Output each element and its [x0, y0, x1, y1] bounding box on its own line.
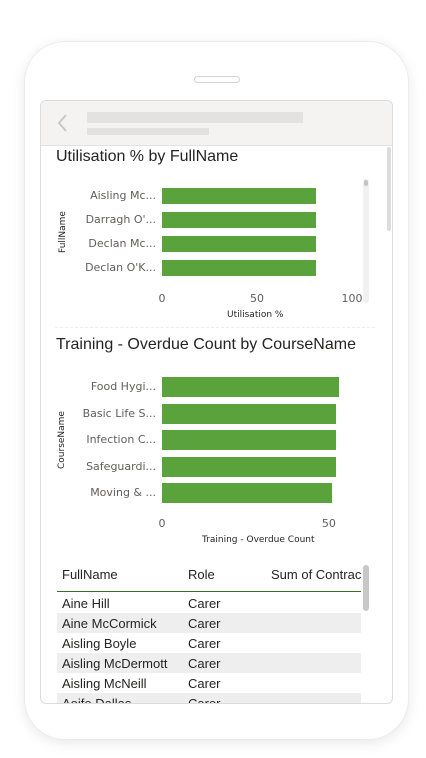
chart-scroll-thumb[interactable]	[364, 180, 368, 186]
training-y-axis-label: CourseName	[57, 411, 67, 469]
table-row[interactable]: Aisling Boyle Carer	[57, 633, 361, 653]
table-row[interactable]: Aoife Dallas Carer	[57, 693, 361, 704]
training-category-label: Safeguardi...	[86, 459, 156, 473]
utilisation-category-label: Declan O'K...	[85, 261, 156, 274]
utilisation-x-tick-label: 0	[158, 292, 166, 305]
top-bar	[41, 101, 392, 146]
utilisation-y-axis-label: FullName	[58, 211, 68, 253]
training-bar[interactable]	[162, 483, 333, 503]
cell-fullname: Aine McCormick	[62, 616, 157, 631]
cell-fullname: Aine Hill	[62, 596, 110, 611]
column-header-role[interactable]: Role	[188, 567, 215, 582]
utilisation-bar[interactable]	[162, 212, 316, 228]
utilisation-bar[interactable]	[162, 236, 316, 252]
training-bar[interactable]	[162, 430, 336, 450]
section-divider	[55, 327, 375, 328]
training-bar[interactable]	[162, 377, 339, 397]
utilisation-bar[interactable]	[162, 188, 316, 204]
cell-role: Carer	[188, 696, 221, 704]
cell-fullname: Aisling Boyle	[62, 636, 137, 651]
table-row[interactable]: Aine Hill Carer	[57, 593, 361, 613]
utilisation-x-tick-label: 50	[250, 292, 264, 305]
report-subtitle-placeholder	[87, 128, 209, 135]
utilisation-bar[interactable]	[162, 260, 316, 276]
cell-role: Carer	[188, 676, 221, 691]
table-row[interactable]: Aisling McDermott Carer	[57, 653, 361, 673]
header-rule	[57, 591, 361, 592]
column-header-sum-of-contract[interactable]: Sum of Contrac	[271, 567, 361, 582]
utilisation-category-label: Aisling Mc...	[90, 189, 156, 202]
utilisation-x-tick-label: 100	[341, 292, 363, 305]
cell-fullname: Aoife Dallas	[62, 696, 132, 704]
column-header-fullname[interactable]: FullName	[62, 567, 118, 582]
utilisation-x-axis-label: Utilisation %	[227, 310, 284, 320]
training-category-label: Basic Life S...	[82, 406, 156, 420]
utilisation-chart-title: Utilisation % by FullName	[56, 148, 239, 165]
cell-role: Carer	[188, 636, 221, 651]
page-scrollbar[interactable]	[387, 147, 391, 231]
utilisation-category-label: Declan Mc...	[88, 237, 156, 250]
table-scrollbar[interactable]	[363, 565, 369, 611]
speaker-slot	[194, 76, 240, 83]
report-screen: Utilisation % by FullName FullName Utili…	[40, 100, 393, 704]
training-category-label: Infection C...	[86, 433, 156, 446]
table-row[interactable]: Aine McCormick Carer	[57, 613, 361, 633]
staff-table: FullName Role Sum of Contrac Aine Hill C…	[57, 561, 361, 704]
cell-fullname: Aisling McDermott	[62, 656, 168, 671]
training-x-tick-label: 50	[321, 517, 336, 530]
chevron-left-icon[interactable]	[55, 113, 71, 133]
training-category-label: Food Hygi...	[90, 380, 156, 393]
training-bar[interactable]	[162, 403, 336, 424]
training-x-axis-label: Training - Overdue Count	[202, 535, 315, 545]
cell-role: Carer	[188, 616, 221, 631]
cell-fullname: Aisling McNeill	[62, 676, 147, 691]
cell-role: Carer	[188, 596, 221, 611]
report-title-placeholder	[87, 112, 303, 123]
utilisation-category-label: Darragh O'...	[85, 213, 156, 226]
table-row[interactable]: Aisling McNeill Carer	[57, 673, 361, 693]
cell-role: Carer	[188, 656, 221, 671]
training-x-tick-label: 0	[158, 517, 166, 530]
training-bar[interactable]	[162, 456, 336, 477]
chart-scroll-track	[363, 179, 369, 303]
training-chart-title: Training - Overdue Count by CourseName	[56, 336, 356, 353]
training-category-label: Moving & ...	[90, 486, 156, 499]
